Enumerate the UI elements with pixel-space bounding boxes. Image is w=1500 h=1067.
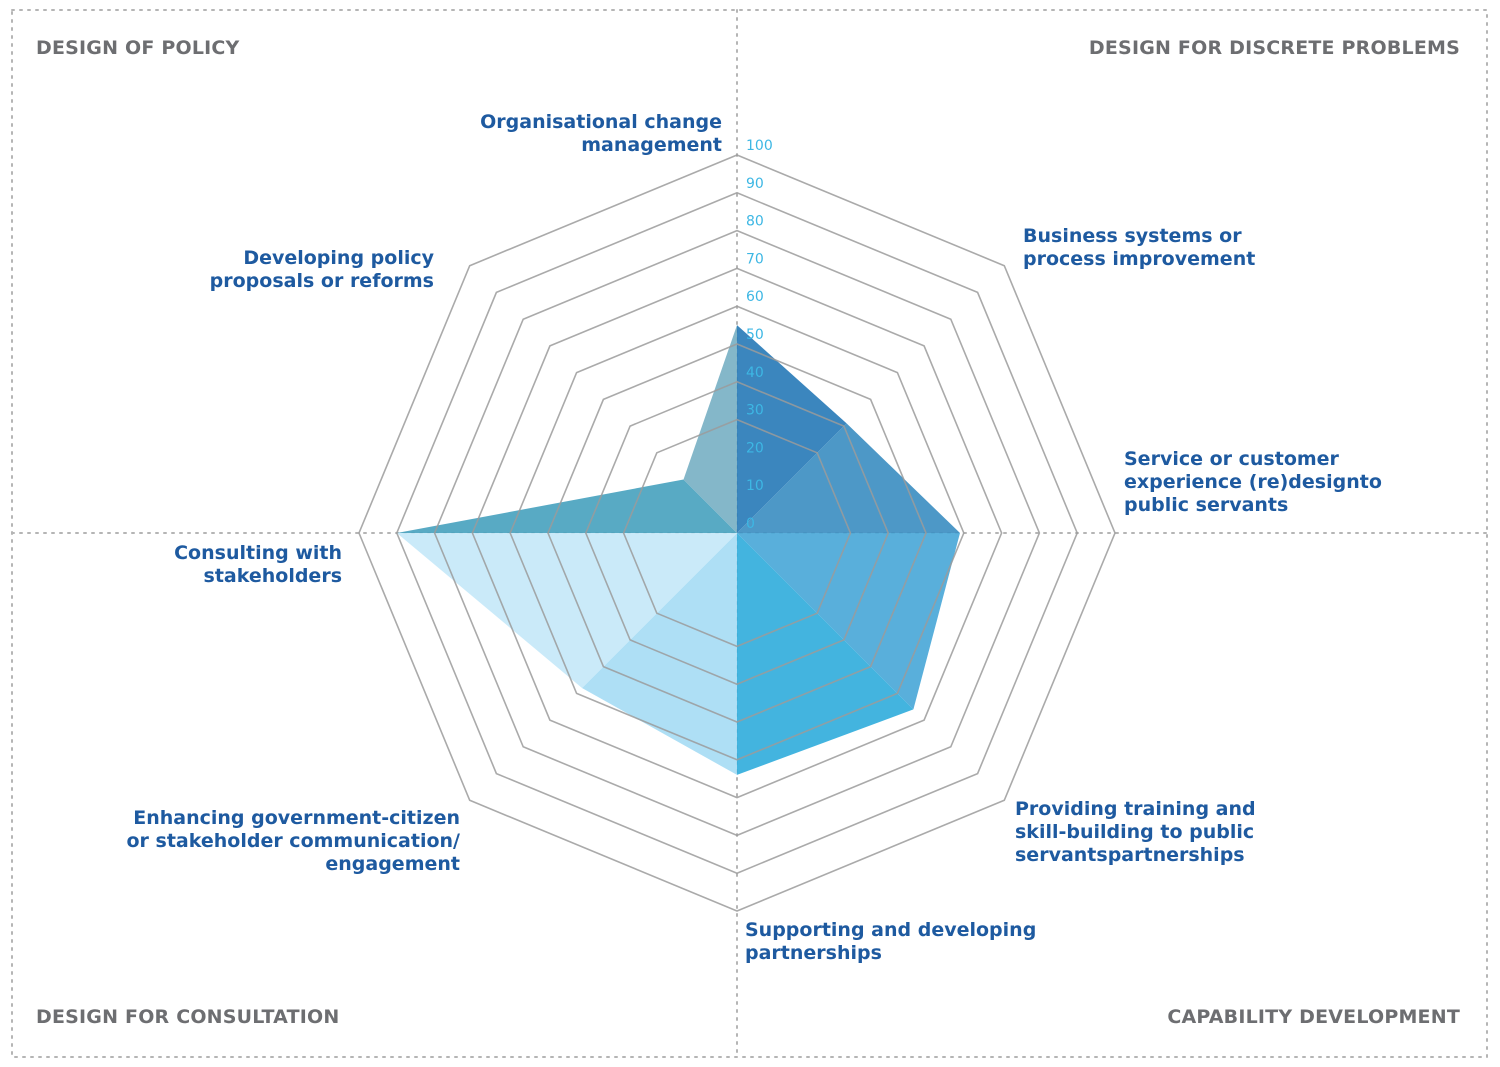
tick-labels: 0 10 20 30 40 50 60 70 80 90 100 xyxy=(746,138,773,532)
axis-label-consulting-stakeholders: Consulting with stakeholders xyxy=(174,542,342,588)
axis-label-line: public servants xyxy=(1124,494,1289,516)
data-wedges xyxy=(396,325,960,775)
axis-label-line: Service or customer xyxy=(1124,448,1339,470)
tick-label: 30 xyxy=(746,403,764,419)
tick-label: 20 xyxy=(746,440,764,456)
grid-ring xyxy=(584,380,890,686)
quadrant-label-design-for-discrete-problems: DESIGN FOR DISCRETE PROBLEMS xyxy=(1088,37,1460,59)
grid-ring xyxy=(433,229,1041,837)
axis-label-line: Supporting and developing xyxy=(745,919,1037,941)
data-wedge xyxy=(396,479,737,533)
axis-label-line: proposals or reforms xyxy=(209,270,434,292)
grid-rings xyxy=(358,154,1116,912)
grid-ring xyxy=(471,267,1003,799)
axis-label-line: engagement xyxy=(325,853,460,875)
axis-label-line: or stakeholder communication/ xyxy=(126,830,460,852)
axis-label-enhancing-communication: Enhancing government-citizen or stakehol… xyxy=(126,807,460,876)
axis-label-line: process improvement xyxy=(1023,248,1256,270)
tick-label: 100 xyxy=(746,138,773,154)
grid-ring xyxy=(547,343,927,723)
tick-label: 50 xyxy=(746,327,764,343)
tick-label: 0 xyxy=(746,516,755,532)
axis-label-providing-training: Providing training and skill-building to… xyxy=(1015,798,1256,867)
axis-label-developing-policy: Developing policy proposals or reforms xyxy=(210,247,434,293)
quadrant-label-design-of-policy: DESIGN OF POLICY xyxy=(36,37,240,59)
quadrant-label-capability-development: CAPABILITY DEVELOPMENT xyxy=(1167,1006,1460,1028)
axis-label-line: skill-building to public xyxy=(1015,821,1255,843)
axis-label-service-experience: Service or customer experience (re)desig… xyxy=(1124,448,1382,517)
axis-label-line: management xyxy=(581,134,722,156)
data-wedge xyxy=(737,325,847,533)
axis-label-line: Developing policy xyxy=(243,247,434,269)
axis-label-line: Organisational change xyxy=(480,111,722,133)
data-wedge xyxy=(396,533,737,688)
axis-label-line: Enhancing government-citizen xyxy=(133,807,460,829)
axis-label-line: experience (re)designto xyxy=(1124,471,1382,493)
axis-label-line: Consulting with xyxy=(174,542,342,564)
tick-label: 70 xyxy=(746,251,764,267)
data-wedge xyxy=(683,325,737,533)
tick-label: 40 xyxy=(746,365,764,381)
data-wedge xyxy=(582,533,737,775)
axis-label-organisational-change: Organisational change management xyxy=(480,111,722,157)
grid-ring xyxy=(622,418,852,648)
axis-label-line: partnerships xyxy=(745,942,882,964)
axis-label-line: Business systems or xyxy=(1023,225,1242,247)
grid-ring xyxy=(358,154,1116,912)
quadrant-label-design-for-consultation: DESIGN FOR CONSULTATION xyxy=(36,1006,340,1028)
grid-ring xyxy=(509,305,965,761)
axis-label-supporting-partnerships: Supporting and developing partnerships xyxy=(745,919,1036,965)
data-wedge xyxy=(737,423,960,533)
data-wedge xyxy=(737,533,914,775)
grid-ring xyxy=(395,191,1079,875)
data-wedge xyxy=(737,533,960,710)
tick-label: 60 xyxy=(746,289,764,305)
axis-label-line: stakeholders xyxy=(203,565,342,587)
tick-label: 10 xyxy=(746,478,764,494)
axis-label-business-systems: Business systems or process improvement xyxy=(1023,225,1255,271)
axis-label-line: servantspartnerships xyxy=(1015,844,1245,866)
tick-label: 90 xyxy=(746,176,764,192)
tick-label: 80 xyxy=(746,214,764,230)
axis-label-line: Providing training and xyxy=(1015,798,1256,820)
